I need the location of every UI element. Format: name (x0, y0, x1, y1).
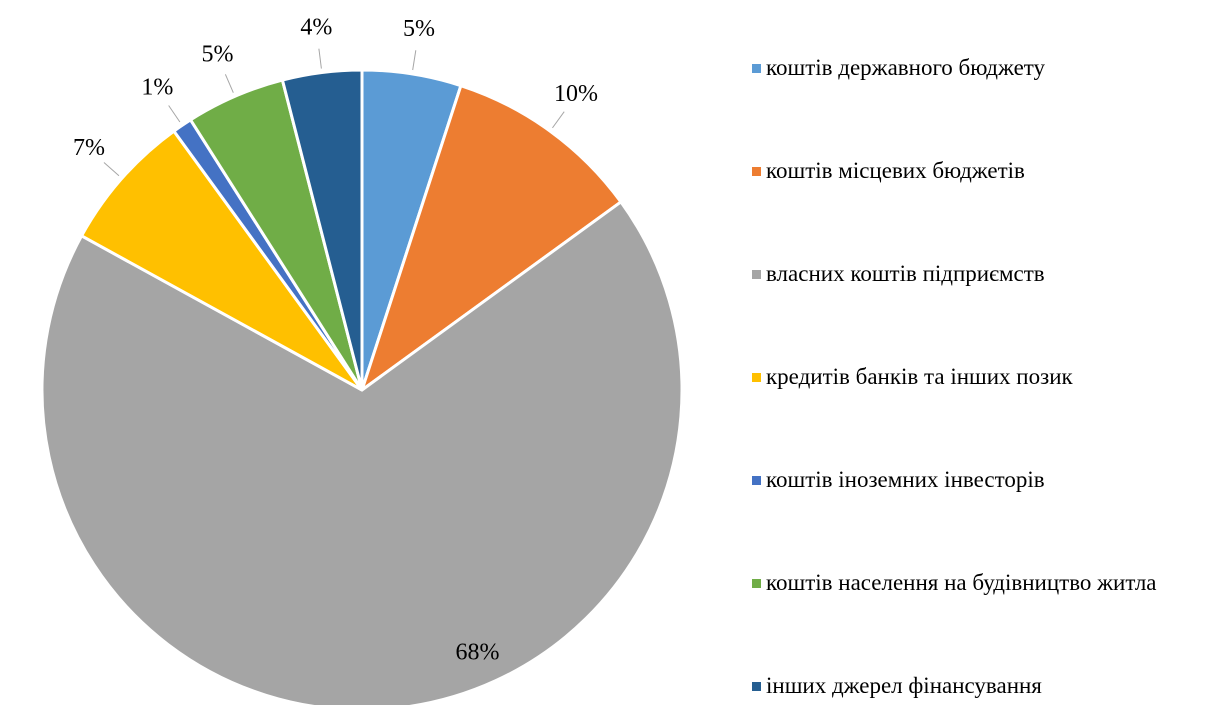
pie-slice (359, 83, 623, 394)
data-label: 5% (201, 41, 233, 67)
legend-item: власних коштів підприємств (752, 261, 1045, 287)
legend-label: коштів населення на будівництво житла (766, 570, 1157, 595)
legend-item: коштів державного бюджету (752, 55, 1045, 81)
legend-swatch (752, 475, 761, 485)
data-label: 4% (300, 14, 332, 40)
legend-label: власних коштів підприємств (766, 261, 1045, 286)
data-label: 7% (73, 135, 105, 161)
leader-line (168, 105, 181, 123)
pie-slice (40, 199, 684, 705)
legend-item: інших джерел фінансування (752, 673, 1042, 699)
data-label: 1% (141, 74, 173, 100)
leader-line (224, 74, 234, 93)
leader-line (103, 162, 120, 177)
legend-label: коштів місцевих бюджетів (766, 158, 1025, 183)
legend-swatch (752, 578, 761, 588)
legend-swatch (752, 63, 761, 73)
leader-line (552, 111, 565, 129)
data-label: 5% (403, 16, 435, 42)
legend-label: кредитів банків та інших позик (766, 364, 1073, 389)
legend-item: кредитів банків та інших позик (752, 364, 1073, 390)
leader-line (318, 48, 322, 69)
legend-item: коштів місцевих бюджетів (752, 158, 1025, 184)
data-label: 68% (456, 639, 500, 665)
legend-swatch (752, 681, 761, 691)
legend-item: коштів населення на будівництво житла (752, 570, 1157, 596)
legend-item: коштів іноземних інвесторів (752, 467, 1045, 493)
pie-slice (79, 129, 364, 392)
legend-label: коштів іноземних інвесторів (766, 467, 1045, 492)
legend-label: коштів державного бюджету (766, 55, 1046, 80)
pie-slice (280, 68, 364, 391)
leader-line (412, 50, 417, 71)
chart: 5% 10% 68% 7% 1% 5% 4% (40, 14, 684, 705)
legend-label: інших джерел фінансування (766, 673, 1042, 698)
legend-swatch (752, 269, 761, 279)
legend-swatch (752, 166, 761, 176)
data-label: 10% (554, 81, 598, 107)
legend-swatch (752, 372, 761, 382)
